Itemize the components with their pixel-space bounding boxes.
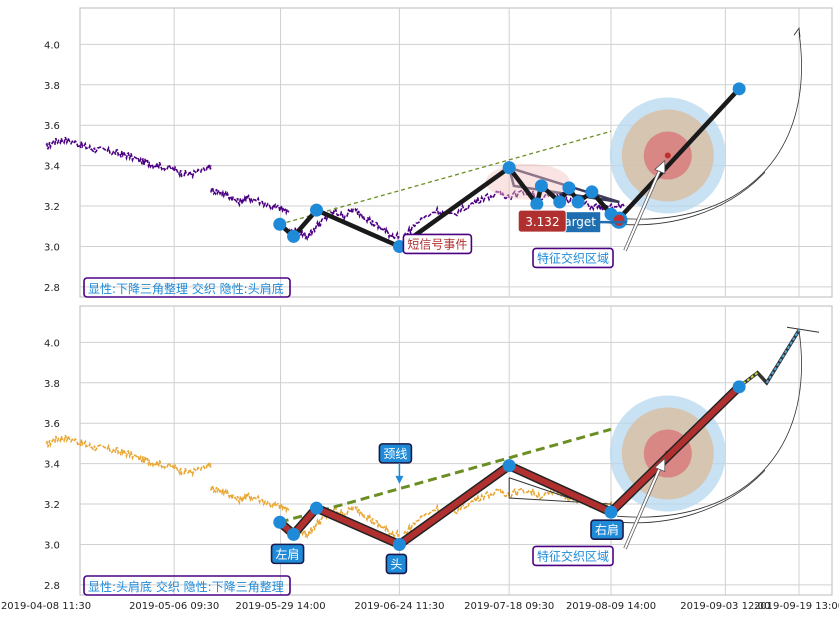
x-tick-label: 2019-08-09 14:00 bbox=[566, 601, 656, 612]
zone-arrow bbox=[624, 463, 663, 549]
pattern-node bbox=[310, 203, 324, 217]
y-tick-label: 3.8 bbox=[44, 379, 60, 390]
y-tick-label: 3.4 bbox=[44, 460, 60, 471]
y-tick-label: 3.6 bbox=[44, 121, 60, 132]
y-tick-label: 3.4 bbox=[44, 162, 60, 173]
projection-curve bbox=[616, 32, 802, 220]
pattern-node bbox=[562, 181, 576, 195]
annotation-label: 颈线 bbox=[383, 447, 407, 461]
pattern-node bbox=[530, 197, 544, 211]
price-series bbox=[210, 483, 290, 514]
price-series bbox=[210, 185, 290, 216]
corner-label-box bbox=[83, 277, 291, 298]
zone-arrow bbox=[624, 165, 663, 251]
zone-arrow-head bbox=[654, 159, 666, 175]
panel-top: 2.8 3.0 3.2 3.4 3.6 3.8 4.0 arget 3.132 短信号事件特征交织… bbox=[44, 7, 833, 298]
target-value-label: 3.132 bbox=[525, 215, 559, 229]
pattern-node bbox=[604, 505, 618, 519]
y-tick-label: 3.8 bbox=[44, 81, 60, 92]
extension-yellow bbox=[738, 371, 759, 388]
corner-label: 显性:头肩底 交织 隐性:下降三角整理 bbox=[88, 579, 284, 594]
pattern-node bbox=[392, 537, 406, 551]
y-tick-label: 3.6 bbox=[44, 419, 60, 430]
x-tick-label: 2019-05-06 09:30 bbox=[129, 601, 219, 612]
pattern-node bbox=[502, 459, 516, 473]
price-series bbox=[403, 189, 625, 239]
projection-curve-inner bbox=[602, 469, 766, 524]
arrow-head bbox=[786, 326, 820, 333]
pattern-node bbox=[287, 527, 301, 541]
pattern-node bbox=[502, 161, 516, 175]
pattern-node bbox=[571, 195, 585, 209]
pattern-node bbox=[273, 515, 287, 529]
x-tick-label: 2019-09-03 12:00 bbox=[680, 601, 770, 612]
pattern-node bbox=[732, 82, 746, 96]
annotation-label: 短信号事件 bbox=[407, 237, 467, 251]
target-value-box bbox=[517, 209, 567, 233]
target-suffix-label: arget bbox=[564, 215, 596, 229]
corner-label-box bbox=[83, 575, 291, 596]
annotation-label: 头 bbox=[390, 557, 402, 571]
neckline-trend bbox=[279, 427, 612, 524]
annotation-label: 特征交织区域 bbox=[537, 250, 609, 265]
annotation-box bbox=[270, 543, 305, 565]
x-tick-label: 2019-06-24 11:30 bbox=[354, 601, 444, 612]
neckline-trend bbox=[279, 130, 612, 225]
annotation-label: 左肩 bbox=[276, 546, 300, 561]
y-tick-label: 3.0 bbox=[44, 242, 60, 253]
x-tick-label: 2019-07-18 09:30 bbox=[464, 601, 554, 612]
pattern-node bbox=[310, 501, 324, 515]
x-tick-label: 2019-05-29 14:00 bbox=[235, 601, 325, 612]
annotation-box bbox=[532, 247, 614, 269]
pattern-node bbox=[585, 185, 599, 199]
annotation-box bbox=[385, 553, 408, 575]
annotation-pointer-head bbox=[395, 475, 404, 484]
annotation-box bbox=[532, 545, 614, 567]
x-tick-label: 2019-09-19 13:00 bbox=[754, 601, 839, 612]
price-series bbox=[45, 433, 212, 478]
arrow-head bbox=[793, 27, 801, 38]
y-tick-label: 3.2 bbox=[44, 500, 60, 511]
annotation-box bbox=[378, 443, 413, 464]
pattern-node bbox=[287, 229, 301, 243]
y-tick-label: 4.0 bbox=[44, 338, 60, 349]
pattern-node bbox=[534, 179, 548, 193]
target-zone-ring bbox=[664, 152, 671, 159]
y-tick-label: 3.0 bbox=[44, 540, 60, 551]
y-tick-label: 3.2 bbox=[44, 202, 60, 213]
pattern-node bbox=[553, 195, 567, 209]
annotation-label: 特征交织区域 bbox=[537, 548, 609, 563]
projection-curve bbox=[616, 330, 802, 518]
annotation-box bbox=[590, 519, 624, 540]
y-tick-label: 2.8 bbox=[44, 581, 60, 592]
zone-arrow-head bbox=[654, 457, 666, 473]
price-series bbox=[45, 135, 212, 180]
corner-label: 显性:下降三角整理 交织 隐性:头肩底 bbox=[88, 281, 284, 296]
target-node bbox=[610, 211, 628, 229]
price-series bbox=[288, 206, 400, 241]
y-tick-label: 4.0 bbox=[44, 40, 60, 51]
pattern-node bbox=[732, 380, 746, 394]
x-tick-label: 2019-04-08 11:30 bbox=[1, 601, 91, 612]
annotation-box bbox=[402, 233, 473, 255]
y-tick-label: 2.8 bbox=[44, 283, 60, 294]
annotation-label: 右肩 bbox=[595, 522, 619, 537]
pattern-node bbox=[273, 217, 287, 231]
extension-blue bbox=[765, 329, 800, 384]
